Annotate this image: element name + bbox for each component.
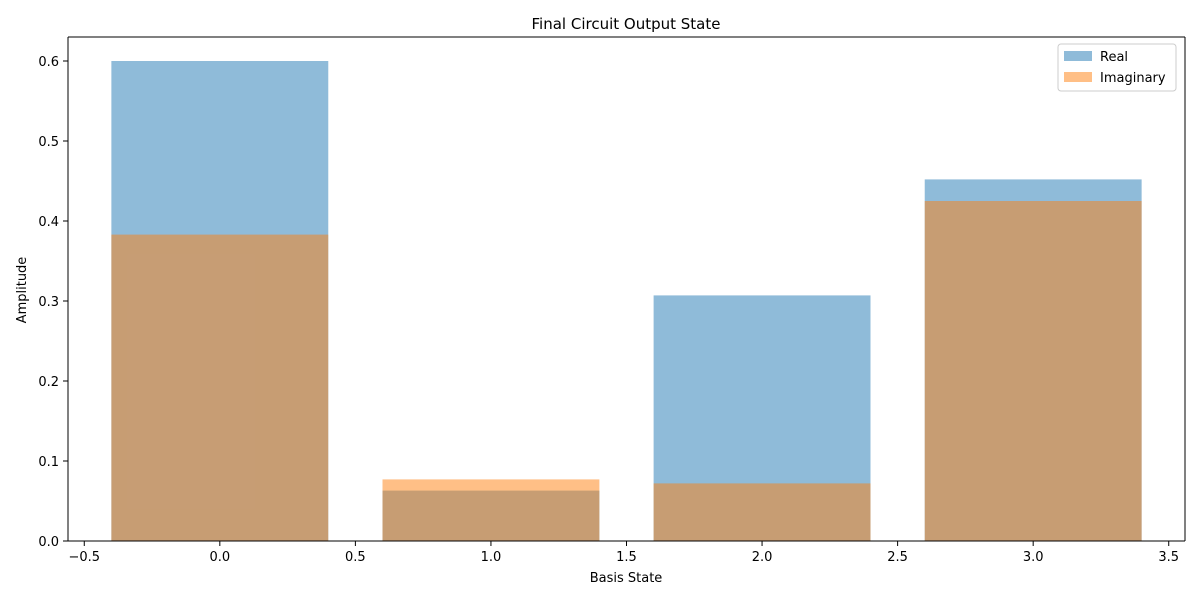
y-tick-label: 0.2 bbox=[38, 375, 59, 390]
y-tick-label: 0.1 bbox=[38, 455, 59, 470]
y-tick-label: 0.0 bbox=[38, 535, 59, 550]
bar-imaginary-0 bbox=[111, 234, 329, 541]
legend-swatch-imaginary bbox=[1064, 72, 1092, 82]
x-tick-label: 3.0 bbox=[1023, 550, 1044, 565]
chart-title: Final Circuit Output State bbox=[532, 15, 721, 33]
x-tick-label: 2.0 bbox=[752, 550, 773, 565]
bar-imaginary-2 bbox=[653, 483, 871, 541]
y-tick-label: 0.4 bbox=[38, 215, 59, 230]
bars-layer bbox=[111, 61, 1142, 541]
x-tick-label: 1.0 bbox=[481, 550, 502, 565]
y-tick-label: 0.6 bbox=[38, 55, 59, 70]
legend: Real Imaginary bbox=[1057, 43, 1177, 92]
legend-swatch-real bbox=[1064, 51, 1092, 61]
y-axis-label: Amplitude bbox=[15, 257, 30, 324]
ticks-layer: −0.5 0.0 0.5 1.0 1.5 2.0 2.5 3.0 3.5 0.0 0.1 0.2 0.3… bbox=[38, 55, 1179, 565]
x-tick-label: 2.5 bbox=[887, 550, 908, 565]
x-tick-label: 0.0 bbox=[209, 550, 230, 565]
bar-imaginary-3 bbox=[924, 201, 1142, 541]
legend-label-imaginary: Imaginary bbox=[1100, 71, 1166, 86]
x-tick-label: 3.5 bbox=[1158, 550, 1179, 565]
x-tick-label: 1.5 bbox=[616, 550, 637, 565]
x-axis-label: Basis State bbox=[590, 571, 663, 586]
x-tick-label: −0.5 bbox=[68, 550, 100, 565]
legend-label-real: Real bbox=[1100, 50, 1128, 65]
x-tick-label: 0.5 bbox=[345, 550, 366, 565]
y-tick-label: 0.5 bbox=[38, 135, 59, 150]
bar-imaginary-1 bbox=[382, 479, 600, 541]
y-tick-label: 0.3 bbox=[38, 295, 59, 310]
